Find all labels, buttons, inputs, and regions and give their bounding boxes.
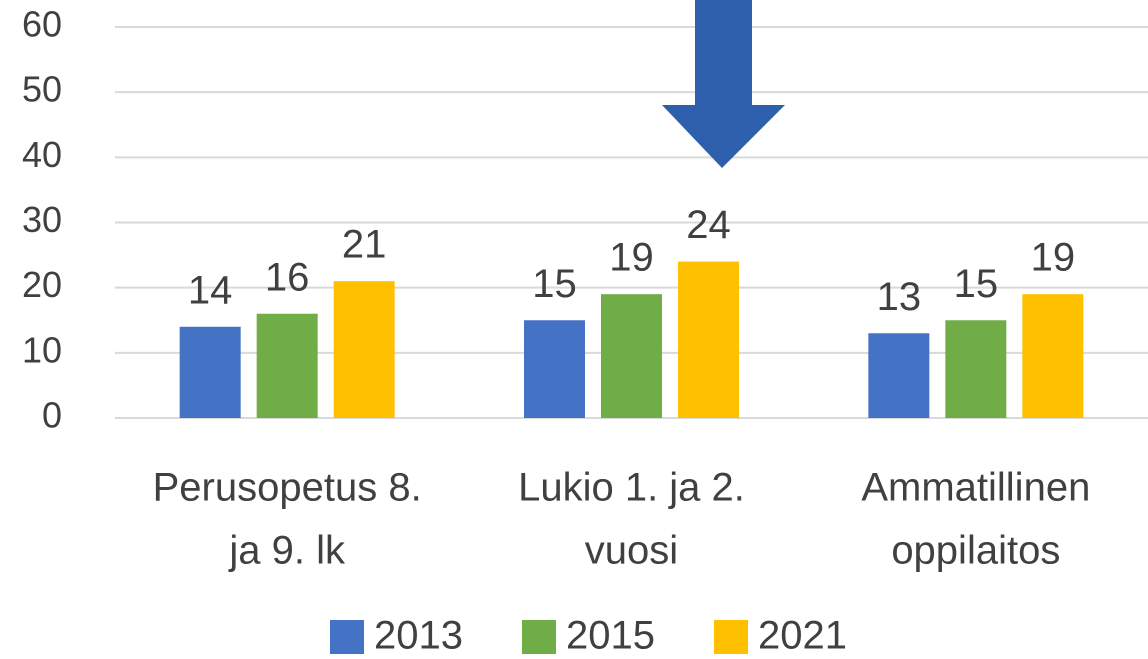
- data-label: 15: [532, 262, 577, 306]
- x-tick-label: Ammatillinen: [861, 466, 1090, 510]
- x-tick-label: Perusopetus 8.: [153, 466, 422, 510]
- y-tick-label: 0: [42, 395, 62, 436]
- y-tick-label: 20: [22, 264, 62, 305]
- bar: [256, 313, 318, 418]
- data-label: 14: [188, 268, 233, 312]
- data-label: 16: [265, 255, 310, 299]
- data-label: 24: [686, 203, 731, 247]
- bar: [333, 281, 395, 418]
- data-label: 19: [1031, 236, 1076, 280]
- y-tick-label: 30: [22, 199, 62, 240]
- legend-swatch: [714, 620, 748, 654]
- data-label: 13: [877, 275, 922, 319]
- legend-swatch: [522, 620, 556, 654]
- bar: [179, 326, 241, 418]
- bar: [524, 320, 585, 418]
- bar: [868, 333, 930, 418]
- x-tick-label: vuosi: [585, 529, 678, 573]
- bar: [1022, 294, 1084, 418]
- x-tick-label: oppilaitos: [891, 529, 1060, 573]
- legend-label: 2015: [566, 614, 655, 658]
- y-tick-label: 60: [22, 4, 62, 45]
- x-tick-label: Lukio 1. ja 2.: [518, 466, 745, 510]
- data-label: 19: [609, 236, 654, 280]
- legend-swatch: [330, 620, 364, 654]
- bar: [678, 261, 739, 418]
- bar: [945, 320, 1007, 418]
- arrow: [662, 0, 785, 168]
- plot: 0 10 20 30 40 50 60 Perusopetus 8. ja 9. lk 14 16 2…: [22, 4, 1148, 658]
- y-tick-label: 50: [22, 69, 62, 110]
- legend-label: 2013: [374, 614, 463, 658]
- y-tick-label: 10: [22, 329, 62, 370]
- data-label: 15: [954, 262, 999, 306]
- bar: [601, 294, 662, 418]
- x-tick-label: ja 9. lk: [228, 529, 346, 573]
- data-label: 21: [342, 223, 387, 267]
- y-tick-label: 40: [22, 134, 62, 175]
- legend-label: 2021: [758, 614, 847, 658]
